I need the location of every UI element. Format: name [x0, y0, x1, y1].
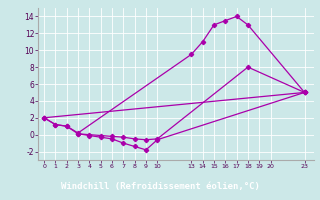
Text: Windchill (Refroidissement éolien,°C): Windchill (Refroidissement éolien,°C) [60, 182, 260, 192]
